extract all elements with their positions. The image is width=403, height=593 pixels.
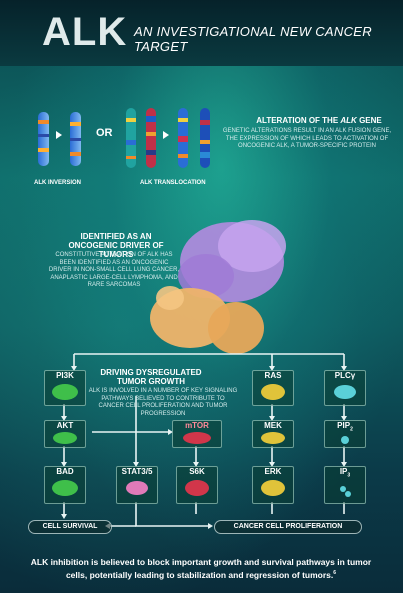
alk-protein-structure	[150, 220, 286, 354]
pathway-connectors	[63, 353, 345, 527]
protein-icon	[261, 432, 285, 444]
node-bad: BAD	[44, 466, 86, 504]
node-ras-label: RAS	[264, 371, 282, 380]
driving-body: ALK IS INVOLVED IN A NUMBER OF KEY SIGNA…	[88, 388, 238, 417]
node-bad-label: BAD	[56, 467, 74, 476]
inversion-label: ALK INVERSION	[34, 180, 82, 186]
node-plc-label: PLCγ	[334, 371, 356, 380]
or-label: OR	[96, 127, 113, 139]
protein-icon	[53, 432, 77, 444]
node-mtor: mTOR	[172, 420, 222, 448]
protein-icon	[126, 481, 148, 495]
node-ip3: IP3	[324, 466, 366, 504]
node-pi3k-label: PI3K	[56, 371, 74, 380]
node-erk-label: ERK	[264, 467, 282, 476]
node-stat-label: STAT3/5	[121, 467, 153, 476]
protein-icon	[261, 384, 285, 400]
molecule-icon	[341, 435, 349, 444]
node-akt: AKT	[44, 420, 86, 448]
footer-statement: ALK inhibition is believed to block impo…	[30, 557, 372, 580]
node-mek-label: MEK	[264, 421, 282, 430]
node-pip2-label: PIP2	[337, 421, 353, 433]
tagline: AN INVESTIGATIONAL NEW CANCER TARGET	[134, 24, 372, 54]
arrow-icon	[163, 131, 169, 139]
node-mek: MEK	[252, 420, 294, 448]
molecule-icon	[340, 485, 351, 497]
translocation-chromosome-4	[200, 108, 210, 168]
protein-icon	[261, 480, 285, 496]
alteration-title: ALTERATION OF THE ALK GENE	[256, 116, 382, 125]
node-s6k: S6K	[176, 466, 218, 504]
arrow-icon	[56, 131, 62, 139]
translocation-label: ALK TRANSLOCATION	[140, 180, 206, 186]
node-pi3k: PI3K	[44, 370, 86, 406]
alteration-body: GENETIC ALTERATIONS RESULT IN AN ALK FUS…	[222, 128, 392, 149]
translocation-chromosome-1	[126, 108, 136, 168]
translocation-chromosome-3	[178, 108, 188, 168]
translocation-chromosome-2	[146, 108, 156, 168]
oncogenic-body: CONSTITUTIVE ACTIVATION OF ALK HAS BEEN …	[48, 252, 180, 288]
inversion-chromosome-1	[38, 112, 49, 166]
arrowheads	[61, 366, 347, 529]
node-ip3-label: IP3	[339, 467, 351, 479]
node-ras: RAS	[252, 370, 294, 406]
protein-icon	[52, 384, 78, 400]
node-plc: PLCγ	[324, 370, 366, 406]
node-mtor-label: mTOR	[185, 421, 209, 430]
node-akt-label: AKT	[56, 421, 74, 430]
oncogenic-title: IDENTIFIED AS AN ONCOGENIC DRIVER OF TUM…	[68, 232, 164, 259]
protein-icon	[185, 480, 209, 496]
outcome-cancer-proliferation: CANCER CELL PROLIFERATION	[214, 520, 362, 534]
header-band	[0, 0, 403, 66]
outcome-cell-survival: CELL SURVIVAL	[28, 520, 112, 534]
node-s6k-label: S6K	[189, 467, 205, 476]
node-erk: ERK	[252, 466, 294, 504]
protein-icon	[183, 432, 211, 444]
inversion-chromosome-2	[70, 112, 81, 166]
logo: ALK	[42, 10, 128, 54]
node-stat: STAT3/5	[116, 466, 158, 504]
protein-icon	[334, 385, 356, 399]
driving-title: DRIVING DYSREGULATED TUMOR GROWTH	[100, 368, 202, 386]
protein-icon	[52, 480, 78, 496]
node-pip2: PIP2	[324, 420, 366, 448]
